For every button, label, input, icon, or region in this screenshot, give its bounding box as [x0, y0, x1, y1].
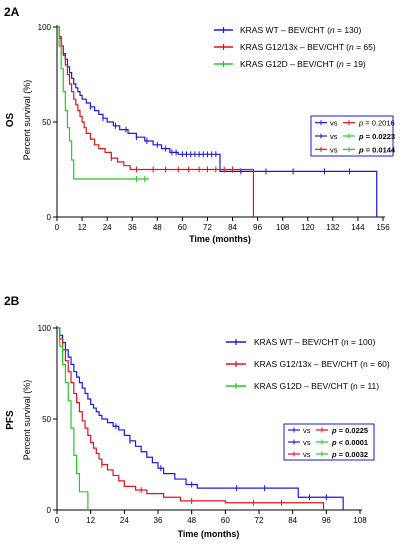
legend-entry-3: KRAS G12D – BEV/CHT (n = 11): [254, 381, 379, 391]
y-tick-label: 0: [47, 506, 52, 515]
x-tick-label: 0: [55, 516, 60, 525]
compare-vs: vs: [330, 145, 338, 154]
p-value: p < 0.0001: [331, 438, 368, 447]
y-tick-label: 100: [38, 23, 52, 32]
x-tick-label: 108: [276, 223, 290, 232]
legend-entry-2: KRAS G12/13x – BEV/CHT (n = 65): [240, 42, 376, 52]
x-tick-label: 72: [203, 223, 212, 232]
x-tick-label: 96: [253, 223, 262, 232]
x-axis-label: Time (months): [189, 234, 251, 244]
x-tick-label: 72: [255, 516, 264, 525]
y-axis-label: Percent survival (%): [22, 380, 32, 461]
x-tick-label: 144: [351, 223, 365, 232]
outcome-label: OS: [5, 112, 16, 127]
legend-entry-2: KRAS G12/13x – BEV/CHT (n = 60): [254, 359, 390, 369]
outcome-label: PFS: [5, 410, 16, 430]
panel-label: 2B: [4, 294, 20, 308]
y-tick-label: 50: [42, 415, 51, 424]
x-tick-label: 60: [221, 516, 230, 525]
legend-entry-1: KRAS WT – BEV/CHT (n = 100): [254, 337, 375, 347]
x-tick-label: 24: [103, 223, 112, 232]
survival-curve-3: [57, 327, 89, 510]
x-tick-label: 24: [120, 516, 129, 525]
p-value: p = 0.0225: [331, 426, 368, 435]
x-tick-label: 132: [326, 223, 340, 232]
compare-vs: vs: [330, 132, 338, 141]
p-value: p = 0.0032: [331, 450, 368, 459]
x-tick-label: 156: [376, 223, 390, 232]
survival-curve-1: [57, 327, 344, 510]
y-tick-label: 0: [47, 213, 52, 222]
x-tick-label: 120: [301, 223, 315, 232]
survival-curve-3: [57, 26, 149, 180]
p-value: p = 0.0223: [358, 132, 395, 141]
x-tick-label: 84: [288, 516, 297, 525]
compare-vs: vs: [303, 426, 311, 435]
legend-entry-3: KRAS G12D – BEV/CHT (n = 19): [240, 59, 366, 69]
panel-label: 2A: [4, 5, 20, 19]
legend-entry-1: KRAS WT – BEV/CHT (n = 130): [240, 25, 362, 35]
x-tick-label: 96: [322, 516, 331, 525]
x-tick-label: 36: [154, 516, 163, 525]
y-tick-label: 100: [38, 324, 52, 333]
x-tick-label: 0: [55, 223, 60, 232]
x-tick-label: 12: [78, 223, 87, 232]
survival-curve-2: [57, 327, 325, 510]
x-tick-label: 60: [178, 223, 187, 232]
x-tick-label: 48: [187, 516, 196, 525]
panel-pfs: 2B PFS Percent survival (%) 0 50 100 0 12 24 36 48…: [4, 294, 390, 539]
y-tick-label: 50: [42, 118, 51, 127]
x-tick-label: 108: [353, 516, 367, 525]
compare-vs: vs: [330, 119, 338, 128]
y-axis-label: Percent survival (%): [22, 80, 32, 161]
p-value: p = 0.2016: [358, 119, 395, 128]
x-tick-label: 48: [153, 223, 162, 232]
compare-vs: vs: [303, 438, 311, 447]
compare-vs: vs: [303, 450, 311, 459]
x-tick-label: 36: [128, 223, 137, 232]
p-value: p = 0.0144: [358, 145, 396, 154]
panel-os: 2A OS Percent survival (%) 0 50 100 0 12 24 36 48 6…: [4, 5, 396, 244]
x-tick-label: 12: [86, 516, 95, 525]
x-tick-label: 84: [228, 223, 237, 232]
survival-curve-2: [57, 26, 255, 217]
x-axis-label: Time (months): [178, 529, 240, 539]
